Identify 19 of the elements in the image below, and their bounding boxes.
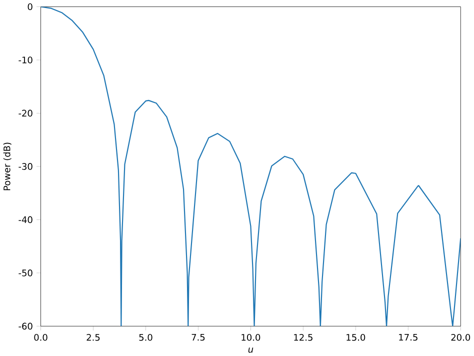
x-tick-label: 2.5 xyxy=(86,334,100,341)
x-tick-label: 5.0 xyxy=(139,334,152,341)
y-tick-label: -20 xyxy=(18,110,32,117)
y-tick-label: -60 xyxy=(18,322,32,330)
x-tick-label: 0.0 xyxy=(34,334,48,341)
y-tick-label: -30 xyxy=(18,163,32,170)
line-series xyxy=(40,6,461,326)
x-axis-title: u xyxy=(248,348,254,353)
x-tick-label: 15.0 xyxy=(346,334,366,341)
y-tick-label: -50 xyxy=(18,270,32,276)
x-tick-label: 7.5 xyxy=(192,334,205,341)
y-axis-title: Power (dB) xyxy=(3,142,12,190)
x-tick-label: 10.0 xyxy=(242,334,260,341)
y-tick-label: -40 xyxy=(18,216,32,224)
y-tick-label: -10 xyxy=(18,56,32,64)
x-tick-label: 12.5 xyxy=(294,334,312,341)
x-tick-label: 17.5 xyxy=(399,334,418,341)
x-tick-label: 20.0 xyxy=(451,334,470,341)
y-tick-label: 0 xyxy=(28,3,32,10)
